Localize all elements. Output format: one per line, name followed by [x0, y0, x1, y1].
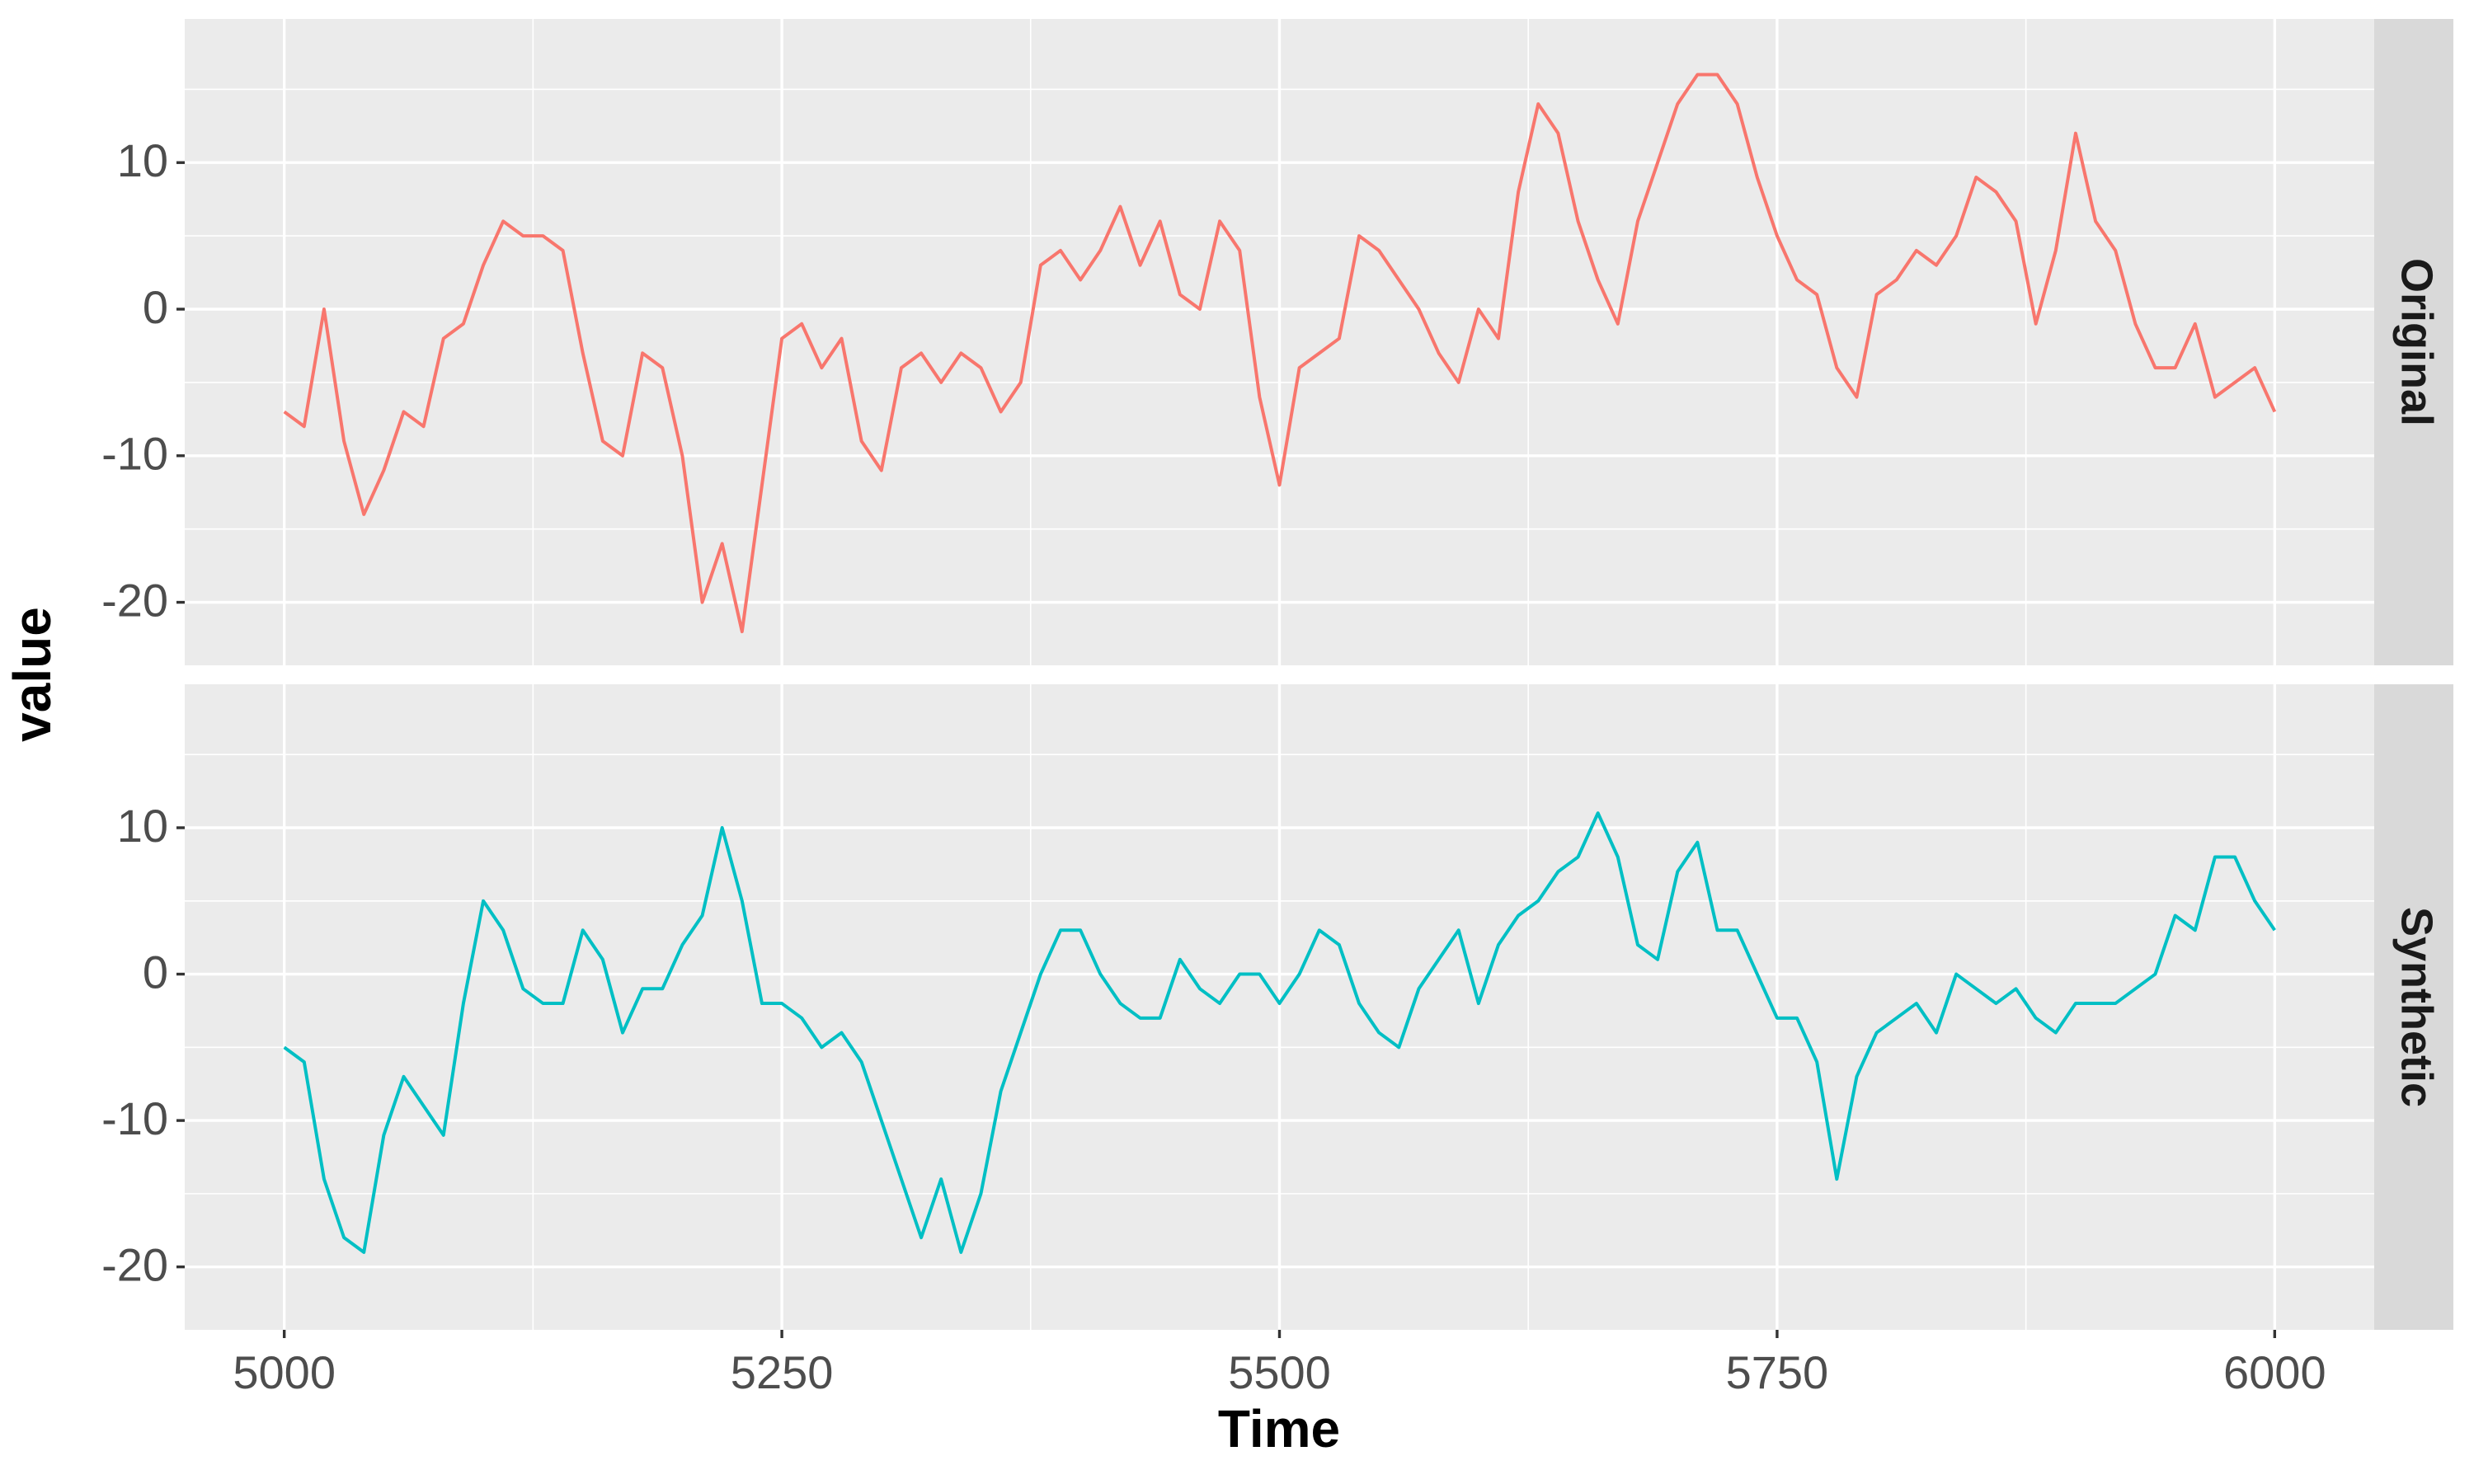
series-line [283, 73, 2277, 634]
y-axis-title: value [2, 607, 62, 742]
strip-label: Synthetic [2392, 907, 2442, 1107]
x-tick-label: 5250 [731, 1346, 834, 1398]
y-tick-label: -10 [101, 1092, 168, 1144]
x-tick-label: 5500 [1228, 1346, 1331, 1398]
y-tick-label: -10 [101, 428, 168, 480]
y-tick-label: 10 [117, 800, 168, 852]
strip-background [2374, 19, 2453, 665]
y-tick-label: 0 [143, 281, 168, 333]
x-tick-label: 5750 [1726, 1346, 1829, 1398]
y-tick-label: 0 [143, 946, 168, 998]
y-tick-label: -20 [101, 574, 168, 626]
x-tick-label: 5000 [233, 1346, 336, 1398]
y-tick-label: -20 [101, 1238, 168, 1290]
strip-label: Original [2392, 258, 2442, 426]
series-line [283, 811, 2276, 1254]
x-tick-label: 6000 [2223, 1346, 2326, 1398]
y-tick-label: 10 [117, 134, 168, 186]
x-axis-title: Time [1218, 1399, 1340, 1458]
strip-background [2374, 684, 2453, 1330]
